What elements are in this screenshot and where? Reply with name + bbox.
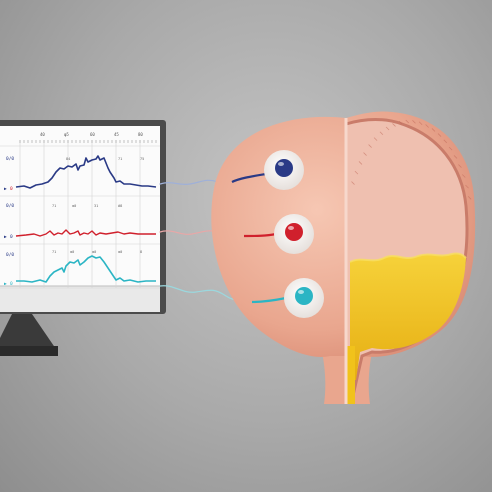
ch2-label-2: α0 bbox=[72, 204, 76, 208]
wall-hatch-line bbox=[405, 119, 410, 124]
ch2-label-3: 31 bbox=[94, 204, 98, 208]
ch1-label-1: 84 bbox=[66, 157, 70, 161]
top-tick-1: 40 bbox=[40, 132, 45, 137]
trace-channel-1 bbox=[15, 155, 157, 189]
ch1-label-3: 75 bbox=[140, 157, 144, 161]
wall-hatch-line bbox=[425, 124, 429, 128]
wall-hatch-line bbox=[351, 181, 355, 185]
top-tick-3: 60 bbox=[90, 132, 95, 137]
electrode-2-button bbox=[285, 223, 303, 241]
ch3-label-3: α0 bbox=[92, 250, 96, 254]
ch2-label-4: #8 bbox=[118, 204, 122, 208]
electrode-3 bbox=[251, 278, 324, 318]
wall-hatch-line bbox=[354, 170, 359, 175]
wall-hatch-line bbox=[467, 196, 472, 200]
top-tick-2: φ5 bbox=[64, 132, 69, 137]
screen-top-ticks: 40 φ5 60 45 80 bbox=[40, 132, 143, 137]
channel-2-marker: ▶ bbox=[4, 235, 7, 240]
top-tick-4: 45 bbox=[114, 132, 119, 137]
ch2-label-1: 71 bbox=[52, 204, 56, 208]
wall-hatch-line bbox=[465, 184, 469, 189]
monitor: 40 φ5 60 45 80 0/0 ▶ 0 0/0 ▶ 0 0/0 ▶ 0 8… bbox=[0, 120, 166, 356]
channel-3-code: 0/0 bbox=[6, 252, 14, 258]
wall-hatch-line bbox=[461, 174, 466, 178]
channel-2-code: 0/0 bbox=[6, 203, 14, 209]
ch3-label-5: 8 bbox=[140, 250, 142, 254]
wall-hatch-line bbox=[443, 139, 448, 144]
wall-hatch-line bbox=[363, 152, 367, 156]
ch3-label-4: α0 bbox=[118, 250, 122, 254]
wall-hatch-line bbox=[358, 161, 363, 165]
top-tick-5: 80 bbox=[138, 132, 143, 137]
channel-3-marker-text: 0 bbox=[10, 281, 13, 287]
wall-hatch-line bbox=[392, 123, 396, 127]
electrode-1 bbox=[231, 150, 304, 190]
electrode-2 bbox=[243, 214, 314, 254]
urine-stream bbox=[347, 346, 355, 404]
channel-1-marker-text: 0 bbox=[10, 186, 13, 192]
ch3-label-1: 71 bbox=[52, 250, 56, 254]
wall-hatch-line bbox=[458, 164, 462, 168]
wall-hatch-line bbox=[448, 146, 453, 151]
channel-3-marker: ▶ bbox=[4, 282, 7, 287]
wall-hatch-line bbox=[453, 155, 458, 159]
electrode-3-button bbox=[295, 287, 313, 305]
wall-hatch-line bbox=[412, 119, 416, 124]
wall-hatch-line bbox=[431, 128, 436, 132]
wall-hatch-line bbox=[437, 133, 442, 137]
wall-hatch-line bbox=[385, 126, 390, 131]
wall-hatch-line bbox=[368, 144, 372, 148]
ch1-label-2: 71 bbox=[118, 157, 122, 161]
channel-1-code: 0/0 bbox=[6, 156, 14, 162]
bladder bbox=[211, 111, 476, 404]
channel-2-marker-text: 0 bbox=[10, 234, 13, 240]
wall-hatch-line bbox=[418, 121, 423, 126]
monitor-screen bbox=[0, 126, 160, 286]
monitor-stand bbox=[0, 314, 58, 352]
urine bbox=[350, 253, 466, 380]
trace-channel-3 bbox=[16, 255, 156, 283]
channel-1-marker: ▶ bbox=[4, 187, 7, 192]
ch3-label-2: α0 bbox=[70, 250, 74, 254]
wall-hatch-line bbox=[379, 131, 384, 136]
wall-hatch-line bbox=[373, 137, 378, 141]
trace-channel-2 bbox=[15, 229, 156, 237]
electrode-1-button bbox=[275, 159, 293, 177]
bladder-wall-texture bbox=[351, 119, 472, 200]
screen-grid bbox=[0, 140, 160, 289]
wall-hatch-line bbox=[398, 120, 403, 125]
